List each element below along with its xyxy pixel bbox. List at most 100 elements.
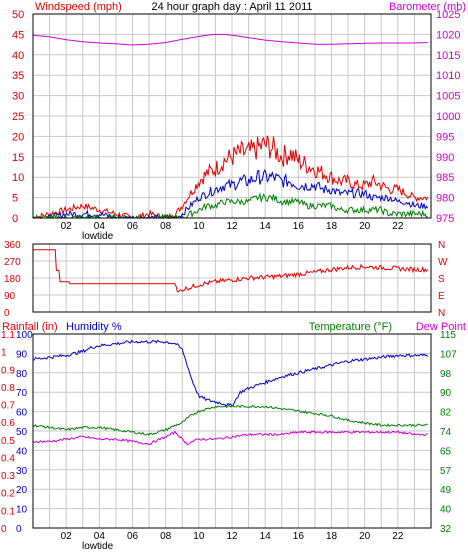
humidity-line [32,339,429,407]
rainfall-tick-label: 0.9 [1,365,15,376]
x-tick-label: 04 [94,531,106,542]
humidity-tick-label: 40 [16,446,28,457]
temperature-tick-label: 90 [440,388,452,399]
left-tick-label: 5 [12,193,18,205]
right-tick-label: 1005 [436,91,460,103]
left-tick-label: 45 [12,29,24,41]
right-tick-label: 1020 [436,29,460,41]
left-tick-label: 50 [12,9,24,21]
left-tick-label: 15 [12,152,24,164]
panel-frame [32,243,432,313]
temperature-tick-label: 40 [440,505,452,516]
humidity-tick-label: 70 [16,388,28,399]
humidity-tick-label: 60 [16,408,28,419]
rainfall-tick-label: 0.5 [1,436,15,447]
right-axis-label: Barometer (mb) [389,1,466,13]
temperature-tick-label: 98 [440,369,452,380]
lowtide-label: lowtide [82,541,114,552]
x-tick-label: 18 [326,531,338,542]
temperature-tick-label: 57 [440,466,452,477]
humidity-tick-label: 30 [16,466,28,477]
x-tick-label: 20 [359,531,371,542]
compass-point-label: W [438,257,448,268]
x-tick-label: 08 [160,531,172,542]
temperature-tick-label: 82 [440,408,452,419]
rainfall-tick-label: 0.6 [1,418,15,429]
humidity-tick-label: 10 [16,505,28,516]
temperature-tick-label: 107 [440,349,457,360]
chart-title: 24 hour graph day : April 11 2011 [151,1,312,13]
x-tick-label: 02 [61,531,73,542]
rainfall-tick-label: 0.4 [1,453,15,464]
right-tick-label: 985 [436,172,454,184]
left-tick-label: 40 [12,50,24,62]
rainfall-tick-label: 1.1 [1,330,15,341]
x-tick-label: 22 [392,221,404,232]
x-tick-label: 12 [226,531,238,542]
wind-direction-line [33,249,429,293]
humidity-tick-label: 0 [16,524,22,535]
dewpoint-axis-label: Dew Point [416,321,466,333]
x-tick-label: 16 [293,221,305,232]
temperature-tick-label: 49 [440,485,452,496]
rainfall-tick-label: 0.2 [1,489,15,500]
rainfall-tick-label: 0.3 [1,471,15,482]
wind-barometer-panel: Windspeed (mph) 24 hour graph day : Apri… [12,1,466,242]
dew-point-line [32,430,428,446]
direction-degree-label: 270 [4,257,21,268]
left-tick-label: 25 [12,111,24,123]
barometer-line [32,33,428,46]
x-tick-label: 22 [392,531,404,542]
rainfall-tick-label: 0 [1,524,7,535]
right-tick-label: 995 [436,131,454,143]
x-tick-label: 06 [127,221,139,232]
direction-degree-label: 0 [4,308,10,319]
temperature-axis-label: Temperature (°F) [309,321,392,333]
right-tick-label: 1015 [436,50,460,62]
compass-point-label: N [438,240,445,251]
right-tick-label: 1025 [436,9,460,21]
right-tick-label: 1000 [436,111,460,123]
lowtide-label: lowtide [82,231,114,242]
rainfall-tick-label: 0.8 [1,383,15,394]
x-tick-label: 10 [193,531,205,542]
humidity-tick-label: 50 [16,427,28,438]
direction-degree-label: 90 [4,291,16,302]
wind-average-line [32,168,429,220]
x-tick-label: 14 [260,531,272,542]
left-axis-label: Windspeed (mph) [35,1,122,13]
humidity-tick-label: 80 [16,369,28,380]
right-tick-label: 990 [436,152,454,164]
x-tick-label: 18 [326,221,338,232]
compass-point-label: E [438,291,445,302]
temperature-tick-label: 65 [440,446,452,457]
rainfall-tick-label: 0.1 [1,506,15,517]
panel-frame [32,13,432,219]
humidity-tick-label: 20 [16,485,28,496]
x-tick-label: 16 [293,531,305,542]
x-tick-label: 12 [226,221,238,232]
x-tick-label: 04 [94,221,106,232]
left-tick-label: 35 [12,70,24,82]
wind-gust-line [32,135,429,220]
direction-degree-label: 180 [4,274,21,285]
left-tick-label: 0 [12,213,18,225]
x-tick-label: 02 [61,221,73,232]
x-tick-label: 20 [359,221,371,232]
direction-degree-label: 360 [4,240,21,251]
rain-humidity-temp-panel: Rainfall (in) Humidity % Temperature (°F… [1,321,466,552]
humidity-tick-label: 100 [16,330,33,341]
temperature-tick-label: 32 [440,524,452,535]
temperature-line [32,404,428,436]
panel-frame [32,333,432,529]
x-tick-label: 10 [193,221,205,232]
compass-point-label: N [438,308,445,319]
rainfall-tick-label: 1 [1,348,7,359]
left-tick-label: 10 [12,172,24,184]
temperature-tick-label: 115 [440,330,456,341]
left-tick-label: 20 [12,131,24,143]
rainfall-axis-label: Rainfall (in) [2,321,58,333]
right-tick-label: 980 [436,193,454,205]
